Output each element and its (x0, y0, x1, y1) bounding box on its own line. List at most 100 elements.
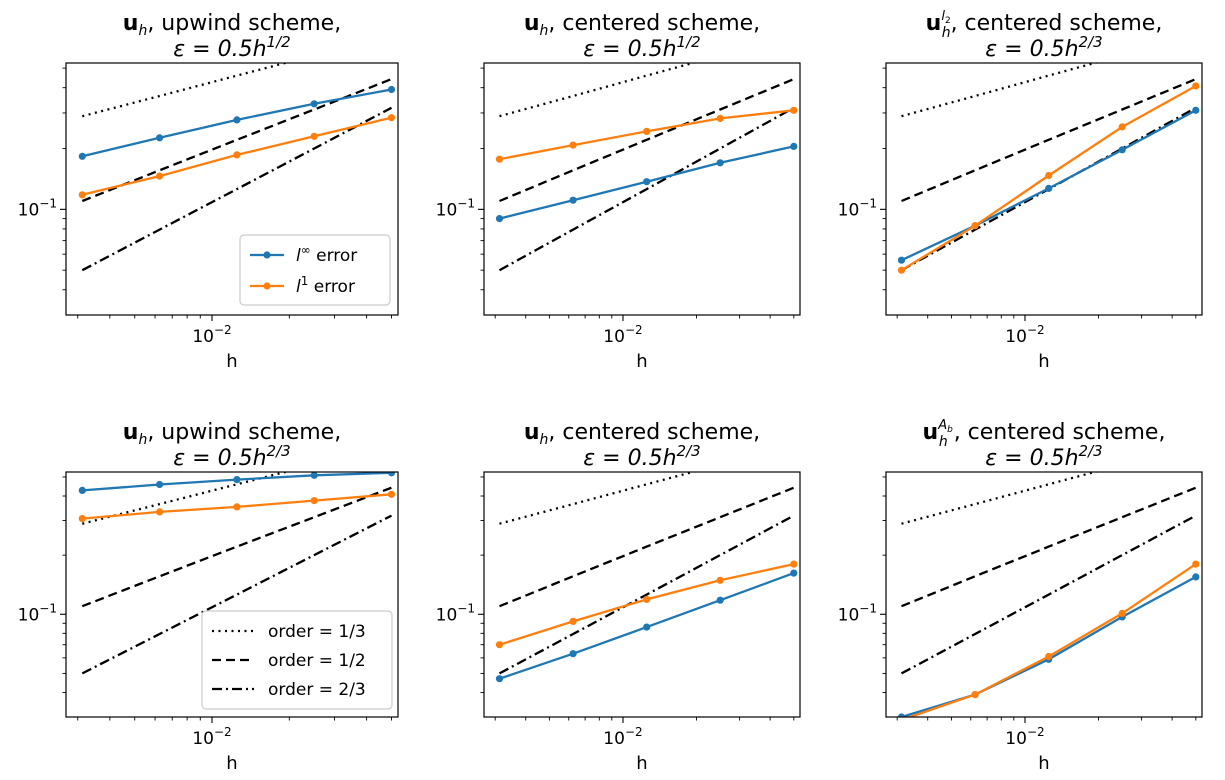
x-tick-label: 10−2 (1005, 323, 1044, 347)
data-point-linf (233, 476, 241, 484)
data-point-l1 (156, 172, 164, 180)
plot-area (897, 63, 1200, 274)
plot-area (78, 63, 396, 272)
reference-line-dashed (499, 486, 795, 608)
data-point-l1 (233, 503, 241, 511)
plot-area (897, 472, 1200, 717)
y-tick-label: 10−1 (838, 196, 877, 220)
chart-title-line-1: uAb h, centered scheme, (923, 418, 1166, 450)
data-point-linf (897, 713, 906, 717)
legend-label-dashed: order = 1/2 (268, 651, 366, 671)
data-point-linf (1045, 184, 1053, 192)
data-point-l1 (569, 617, 577, 626)
legend-marker-linf (263, 251, 271, 259)
axes-frame (65, 62, 399, 316)
chart-title-line-1: uh, centered scheme, (524, 420, 760, 448)
legend-marker-l1 (263, 282, 271, 290)
data-point-linf (1192, 573, 1200, 581)
y-tick-label: 10−1 (18, 196, 57, 220)
data-point-l1 (78, 191, 86, 199)
x-axis-label: h (636, 351, 647, 372)
data-point-linf (897, 256, 906, 264)
chart-title-line-2: ε = 0.5h2/3 (173, 442, 290, 471)
y-tick-label: 10−1 (838, 601, 877, 625)
data-point-linf (310, 100, 318, 108)
x-tick-label: 10−2 (192, 725, 231, 749)
legend-label-l1: l1 error (296, 274, 355, 297)
plot-area (495, 472, 798, 683)
chart-title-line-2: ε = 0.5h2/3 (985, 442, 1102, 471)
axes-frame (483, 471, 801, 718)
series-line-l1 (499, 562, 795, 646)
data-point-l1 (1192, 82, 1200, 90)
data-point-l1 (156, 508, 164, 516)
x-axis-label: h (226, 351, 237, 372)
data-point-l1 (790, 560, 798, 568)
axes-frame (483, 62, 801, 316)
data-point-l1 (387, 114, 396, 122)
x-axis-label: h (226, 753, 237, 774)
data-point-l1 (1192, 560, 1200, 568)
data-point-linf (569, 650, 577, 658)
subplot-1: 10−2 10−1 h uh, upwind scheme,ε = 0.5h1/2 l∞… (18, 11, 399, 372)
data-point-l1 (1045, 171, 1053, 180)
x-axis-label: h (636, 753, 647, 774)
data-point-l1 (233, 151, 241, 159)
data-point-linf (716, 159, 724, 167)
data-point-l1 (643, 127, 651, 135)
data-point-l1 (1045, 652, 1053, 661)
legend-label-dashdot: order = 2/3 (268, 680, 366, 700)
data-point-l1 (569, 141, 577, 149)
reference-line-dashdot (498, 514, 795, 675)
x-axis-label: h (1038, 351, 1049, 372)
data-point-linf (233, 116, 241, 124)
axes-frame (65, 471, 399, 718)
data-point-linf (156, 480, 164, 489)
legend-box (239, 234, 391, 306)
chart-title-line-2: ε = 0.5h1/2 (583, 33, 700, 62)
x-axis-label: h (1038, 753, 1049, 774)
data-point-l1 (971, 691, 979, 699)
data-point-l1 (716, 114, 724, 122)
reference-line-dashdot (498, 106, 795, 272)
data-point-l1 (897, 266, 906, 274)
series-line-linf (901, 575, 1197, 717)
chart-title-line-2: ε = 0.5h2/3 (583, 442, 700, 471)
chart-title-line-1: uh, centered scheme, (524, 11, 760, 39)
data-point-linf (790, 142, 798, 150)
data-point-linf (387, 85, 396, 94)
data-point-l1 (1118, 123, 1126, 131)
x-tick-label: 10−2 (603, 725, 642, 749)
chart-title-line-1: uh, upwind scheme, (123, 420, 341, 448)
data-point-l1 (310, 132, 318, 140)
data-point-linf (1192, 106, 1200, 114)
legend-label-dotted: order = 1/3 (268, 622, 366, 642)
data-point-linf (1118, 146, 1126, 154)
axes-frame (885, 62, 1203, 316)
data-point-linf (569, 196, 577, 204)
subplot-4: 10−2 10−1 h uh, upwind scheme,ε = 0.5h2/3 or… (18, 420, 399, 774)
y-tick-label: 10−1 (18, 601, 57, 625)
subplot-3: 10−2 10−1 h ul2 h, centered scheme,ε = 0.5h2… (838, 9, 1203, 372)
data-point-l1 (643, 595, 651, 604)
data-point-linf (78, 152, 86, 160)
legend-label-linf: l∞ error (296, 243, 357, 266)
plot-area (495, 63, 798, 272)
subplot-5: 10−2 10−1 h uh, centered scheme,ε = 0.5h2/3 (436, 420, 801, 774)
chart-title-line-1: ul2 h, centered scheme, (926, 9, 1163, 41)
y-tick-label: 10−1 (436, 196, 475, 220)
data-point-l1 (971, 222, 979, 230)
plot-area (78, 472, 396, 675)
data-point-l1 (716, 576, 724, 584)
data-point-l1 (790, 106, 798, 114)
reference-line-dashdot (81, 106, 393, 272)
chart-title-line-2: ε = 0.5h2/3 (985, 33, 1102, 62)
chart-title-line-2: ε = 0.5h1/2 (173, 33, 290, 62)
data-point-l1 (387, 490, 396, 498)
x-tick-label: 10−2 (192, 323, 231, 347)
subplot-6: 10−2 10−1 h uAb h, centered scheme,ε = 0.5h2… (838, 418, 1203, 774)
data-point-l1 (310, 497, 318, 505)
reference-line-dotted (82, 472, 290, 525)
data-point-linf (716, 596, 724, 604)
